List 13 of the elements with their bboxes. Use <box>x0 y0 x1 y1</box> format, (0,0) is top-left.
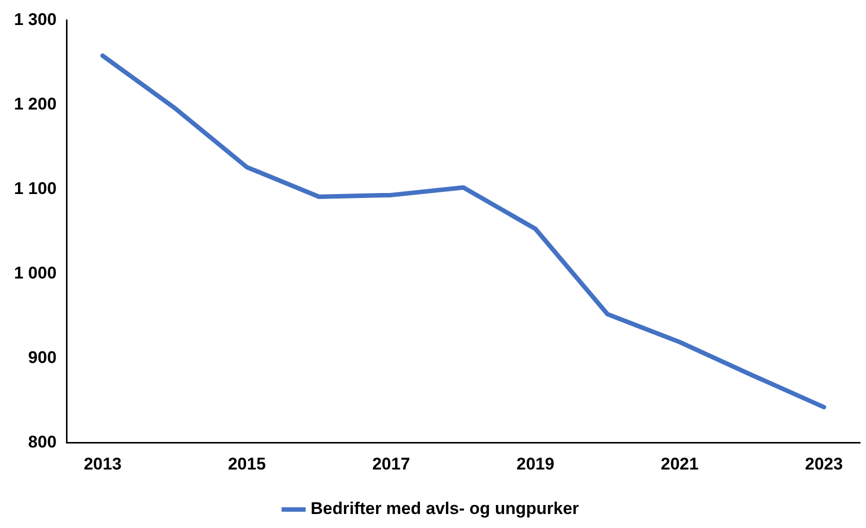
y-tick-label: 800 <box>28 432 57 452</box>
legend-label: Bedrifter med avls- og ungpurker <box>310 499 580 518</box>
x-tick-label: 2017 <box>372 454 410 474</box>
x-tick-label: 2019 <box>516 454 554 474</box>
y-tick-label: 1 300 <box>14 10 57 29</box>
x-tick-label: 2015 <box>228 454 266 474</box>
y-tick-label: 900 <box>28 348 57 367</box>
y-tick-label: 1 100 <box>14 178 57 198</box>
x-tick-label: 2023 <box>805 454 843 474</box>
y-tick-label: 1 200 <box>14 94 57 114</box>
x-tick-label: 2021 <box>660 454 699 474</box>
x-tick-label: 2013 <box>84 454 122 474</box>
y-tick-label: 1 000 <box>14 263 57 282</box>
